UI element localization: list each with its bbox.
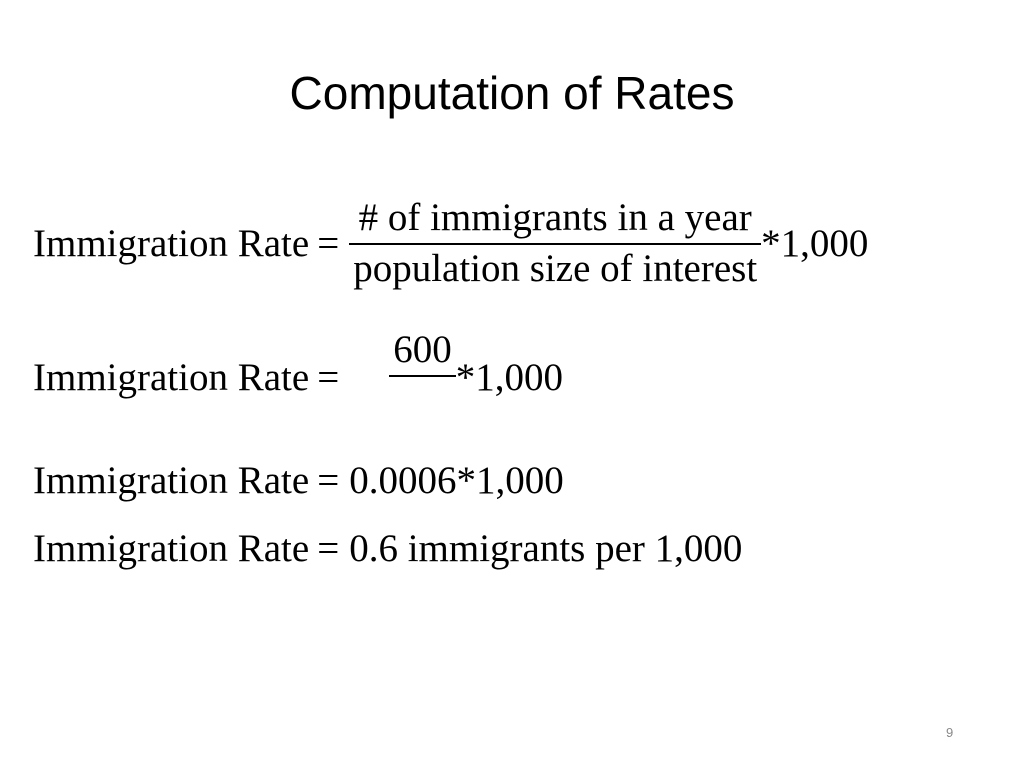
slide-title: Computation of Rates [289, 67, 735, 119]
equals-sign: = [317, 459, 340, 502]
equation-lhs: Immigration Rate [33, 355, 310, 399]
fraction: 600 [389, 328, 456, 425]
fraction-bar [349, 242, 762, 245]
fraction: # of immigrants in a year population siz… [349, 196, 762, 290]
equals-sign: = [317, 355, 340, 399]
equals-sign: = [317, 222, 340, 266]
equation-rhs: *1,000 [761, 222, 869, 266]
equation: Immigration Rate = 600 *1,000 [33, 328, 563, 425]
equals-sign: = [317, 527, 340, 570]
equation: Immigration Rate = 0.6 immigrants per 1,… [33, 526, 742, 571]
denominator: population size of interest [353, 246, 758, 290]
equation: Immigration Rate = 0.0006*1,000 [33, 458, 564, 503]
equation-rhs: 0.6 immigrants per 1,000 [349, 527, 743, 570]
equation-lhs: Immigration Rate [33, 459, 310, 502]
fraction-bar [389, 374, 456, 377]
equation-lhs: Immigration Rate [33, 527, 310, 570]
equation-rhs: 0.0006*1,000 [349, 459, 564, 502]
page-number: 9 [946, 725, 954, 740]
equation-rhs: *1,000 [455, 355, 563, 399]
numerator: # of immigrants in a year [358, 196, 752, 239]
equation: Immigration Rate = # of immigrants in a … [33, 196, 869, 290]
numerator: 600 [393, 328, 452, 371]
equation-lhs: Immigration Rate [33, 222, 310, 266]
